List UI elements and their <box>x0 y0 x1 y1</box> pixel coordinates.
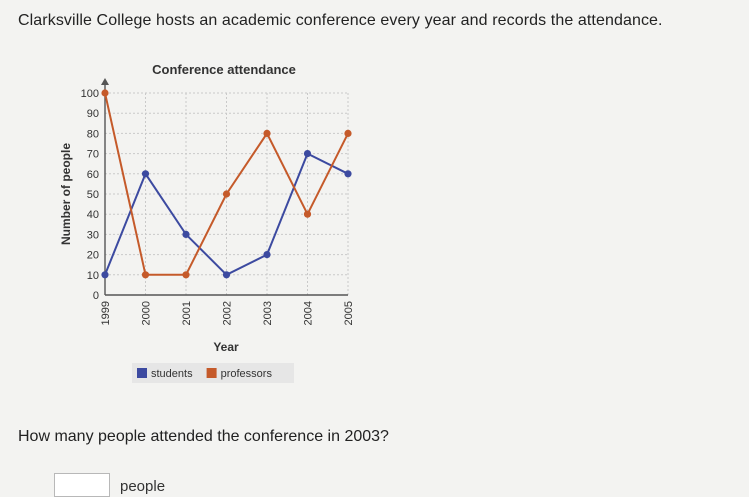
point-professors <box>344 129 352 137</box>
y-tick-label: 80 <box>87 128 99 140</box>
x-tick-label: 2004 <box>303 301 315 325</box>
y-tick-label: 50 <box>87 189 99 201</box>
y-tick-label: 30 <box>87 229 99 241</box>
attendance-chart: Conference attendance 0 10 20 30 40 50 60 70 80 9… <box>59 62 355 383</box>
y-tick-label: 60 <box>87 169 99 181</box>
answer-unit: people <box>120 478 166 495</box>
y-axis-label: Number of people <box>59 143 73 245</box>
y-tick-label: 70 <box>87 149 99 161</box>
y-tick-label: 90 <box>87 108 99 120</box>
y-tick-label: 100 <box>81 88 99 100</box>
prompt-text: Clarksville College hosts an academic co… <box>18 12 663 29</box>
x-tick-label: 2003 <box>262 301 274 325</box>
legend-swatch-professors <box>206 368 217 378</box>
x-tick-label: 2002 <box>222 301 234 325</box>
point-professors <box>303 210 312 218</box>
point-students <box>141 170 150 178</box>
y-tick-labels: 0 10 20 30 40 50 60 70 80 90 100 <box>81 88 99 302</box>
y-tick-label: 40 <box>87 209 99 221</box>
answer-row: people <box>54 473 165 497</box>
x-tick-label: 2005 <box>343 301 355 325</box>
chart-title: Conference attendance <box>152 62 296 77</box>
point-professors <box>141 271 150 279</box>
axes <box>101 78 348 296</box>
legend: students professors <box>132 363 294 383</box>
x-tick-label: 1999 <box>100 301 112 325</box>
point-professors <box>101 89 109 97</box>
question-text: How many people attended the conference … <box>18 428 389 445</box>
point-students <box>222 271 231 279</box>
legend-swatch-students <box>137 368 147 378</box>
legend-label-students: students <box>151 368 193 380</box>
y-tick-label: 10 <box>87 270 99 282</box>
y-axis-arrow <box>101 78 109 85</box>
y-tick-label: 20 <box>87 250 99 262</box>
answer-input[interactable] <box>54 473 110 497</box>
point-professors <box>263 129 271 137</box>
x-tick-label: 2001 <box>181 301 193 325</box>
y-tick-label: 0 <box>93 290 99 302</box>
point-professors <box>182 271 190 279</box>
point-students <box>263 251 271 259</box>
x-tick-labels: 1999 2000 2001 2002 2003 2004 2005 <box>100 301 355 325</box>
point-students <box>182 230 190 238</box>
point-students <box>303 150 312 158</box>
x-tick-label: 2000 <box>141 301 153 325</box>
x-axis-label: Year <box>213 340 239 354</box>
point-professors <box>222 190 231 198</box>
point-students <box>344 170 352 178</box>
series <box>101 89 352 279</box>
legend-label-professors: professors <box>221 368 273 380</box>
point-students <box>101 271 109 279</box>
